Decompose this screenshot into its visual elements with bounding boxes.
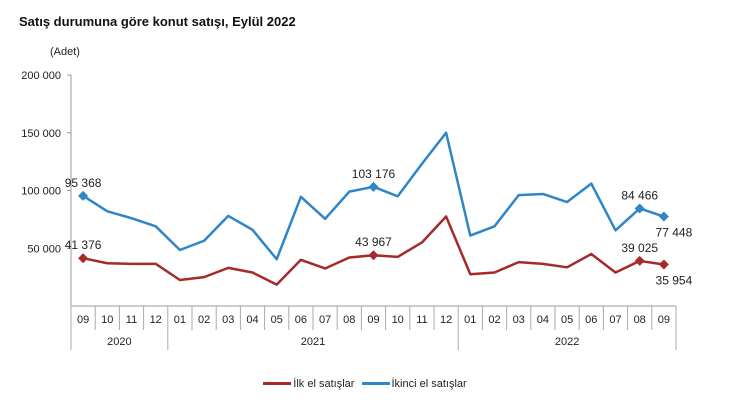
x-tick-label: 09	[658, 314, 670, 326]
chart-title: Satış durumuna göre konut satışı, Eylül …	[19, 14, 296, 29]
data-label: 77 448	[656, 226, 693, 240]
x-tick-label: 08	[634, 314, 646, 326]
x-tick-label: 09	[77, 314, 89, 326]
y-tick-label: 100 000	[21, 186, 61, 198]
x-tick-label: 04	[537, 314, 549, 326]
data-marker	[78, 253, 89, 264]
x-tick-label: 05	[271, 314, 283, 326]
data-marker	[634, 203, 645, 214]
legend-swatch	[361, 382, 390, 385]
x-tick-label: 10	[392, 314, 404, 326]
y-axis-unit: (Adet)	[50, 46, 80, 58]
x-tick-label: 11	[416, 314, 427, 326]
y-tick-label: 150 000	[21, 128, 61, 140]
data-label: 41 376	[65, 238, 102, 252]
x-tick-label: 06	[295, 314, 307, 326]
legend: İlk el satışlar İkinci el satışlar	[0, 376, 730, 390]
x-tick-label: 11	[126, 314, 137, 326]
x-tick-label: 10	[101, 314, 113, 326]
legend-item-ilk-el: İlk el satışlar	[263, 378, 354, 390]
x-tick-label: 01	[174, 314, 186, 326]
x-tick-label: 06	[585, 314, 597, 326]
legend-label: İlk el satışlar	[293, 377, 355, 390]
data-marker	[658, 259, 669, 270]
legend-label: İkinci el satışlar	[391, 377, 467, 390]
data-label: 95 368	[65, 176, 102, 190]
data-label: 35 954	[656, 273, 693, 287]
x-tick-label: 02	[198, 314, 210, 326]
data-marker	[658, 211, 669, 222]
y-tick-label: 50 000	[27, 243, 61, 255]
x-tick-label: 02	[488, 314, 500, 326]
x-tick-label: 08	[343, 314, 355, 326]
year-label: 2021	[301, 336, 325, 348]
legend-item-ikinci-el: İkinci el satışlar	[361, 377, 467, 390]
year-label: 2020	[107, 336, 131, 348]
data-marker	[368, 181, 379, 192]
data-label: 39 025	[621, 241, 658, 255]
x-tick-label: 01	[464, 314, 476, 326]
x-tick-label: 05	[561, 314, 573, 326]
data-marker	[78, 190, 89, 201]
x-tick-label: 12	[440, 314, 452, 326]
legend-swatch	[263, 382, 292, 385]
x-tick-label: 12	[150, 314, 162, 326]
data-marker	[368, 250, 379, 261]
x-tick-label: 03	[513, 314, 525, 326]
x-tick-label: 04	[246, 314, 258, 326]
year-label: 2022	[555, 336, 579, 348]
x-tick-label: 03	[222, 314, 234, 326]
x-tick-label: 07	[319, 314, 331, 326]
data-label: 43 967	[355, 235, 392, 249]
x-tick-label: 07	[609, 314, 621, 326]
data-marker	[634, 255, 645, 266]
y-tick-label: 200 000	[21, 70, 61, 82]
data-label: 103 176	[352, 167, 396, 181]
x-tick-label: 09	[367, 314, 379, 326]
data-label: 84 466	[621, 188, 658, 202]
